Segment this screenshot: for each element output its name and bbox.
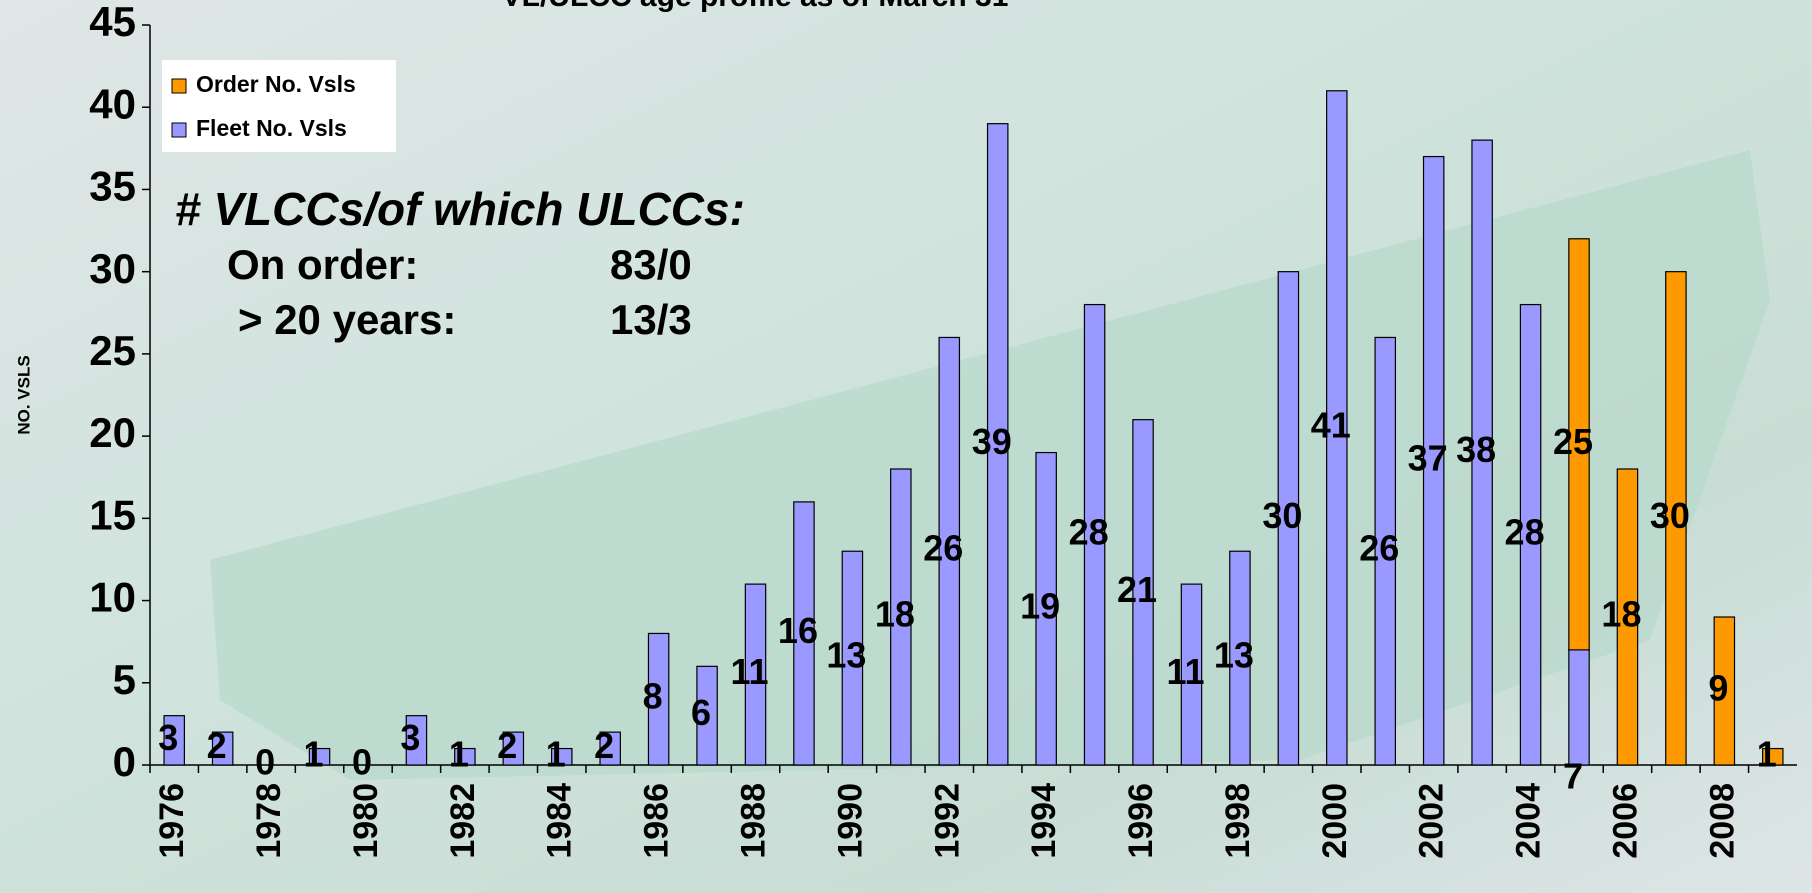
data-label: 28 — [1069, 511, 1109, 552]
legend-label: Fleet No. Vsls — [196, 115, 347, 141]
y-tick-label: 40 — [89, 80, 136, 127]
data-label: 13 — [1214, 635, 1254, 676]
x-tick-label: 2002 — [1413, 783, 1451, 859]
x-tick-label: 1988 — [734, 783, 772, 859]
data-label: 6 — [691, 692, 711, 733]
x-tick-label: 1978 — [250, 783, 288, 859]
data-label: 21 — [1117, 569, 1157, 610]
x-tick-label: 1976 — [153, 783, 191, 859]
y-tick-label: 15 — [89, 491, 136, 538]
data-label: 11 — [730, 651, 768, 692]
data-label: 3 — [158, 717, 178, 758]
x-tick-label: 1992 — [928, 783, 966, 859]
data-label: 16 — [778, 610, 818, 651]
x-tick-label: 1982 — [444, 783, 482, 859]
data-label: 1 — [1757, 733, 1777, 774]
data-label: 0 — [352, 742, 372, 783]
data-label: 2 — [207, 725, 227, 766]
x-tick-label: 1980 — [347, 783, 385, 859]
y-tick-label: 10 — [89, 574, 136, 621]
data-label: 37 — [1408, 437, 1448, 478]
data-label: 9 — [1708, 668, 1728, 709]
y-axis-label: NO. VSLS — [14, 355, 33, 434]
x-tick-label: 1984 — [541, 783, 579, 859]
annotation: 83/0 — [610, 241, 692, 288]
x-tick-label: 1990 — [831, 783, 869, 859]
x-tick-label: 1998 — [1219, 783, 1257, 859]
data-label: 0 — [255, 742, 275, 783]
data-label: 8 — [643, 676, 663, 717]
data-label: 39 — [972, 421, 1012, 462]
data-label: 41 — [1311, 404, 1351, 445]
data-label: 7 — [1563, 756, 1583, 797]
x-tick-label: 1996 — [1122, 783, 1160, 859]
data-label: 26 — [1359, 528, 1399, 569]
legend-swatch — [172, 123, 186, 137]
data-label: 2 — [594, 725, 614, 766]
annotation: # VLCCs/of which ULCCs: — [175, 183, 745, 235]
legend-swatch — [172, 79, 186, 93]
y-tick-label: 20 — [89, 409, 136, 456]
annotation: > 20 years: — [238, 296, 456, 343]
x-tick-label: 1986 — [638, 783, 676, 859]
annotation: 13/3 — [610, 296, 692, 343]
x-tick-label: 2004 — [1510, 783, 1548, 859]
annotation: On order: — [227, 241, 418, 288]
data-label: 19 — [1020, 585, 1060, 626]
y-tick-label: 0 — [113, 738, 136, 785]
data-label: 30 — [1262, 495, 1302, 536]
y-tick-label: 25 — [89, 327, 136, 374]
data-label: 18 — [875, 594, 915, 635]
data-label: 3 — [400, 717, 420, 758]
data-label: 11 — [1166, 651, 1204, 692]
y-tick-label: 5 — [113, 656, 136, 703]
data-label: 18 — [1601, 594, 1641, 635]
chart-title: VL/ULCC age profile as of March 31 — [502, 0, 1009, 13]
chart: VL/ULCC age profile as of March 31 NO. V… — [0, 0, 1812, 893]
data-label: 1 — [304, 733, 324, 774]
x-tick-label: 1994 — [1025, 783, 1063, 859]
data-label: 1 — [449, 733, 469, 774]
data-label: 1 — [546, 733, 566, 774]
bar — [1569, 650, 1589, 765]
x-tick-label: 2006 — [1606, 783, 1644, 859]
data-label: 28 — [1505, 511, 1545, 552]
y-tick-label: 35 — [89, 163, 136, 210]
data-label: 26 — [923, 528, 963, 569]
data-label: 25 — [1553, 421, 1593, 462]
data-label: 38 — [1456, 429, 1496, 470]
x-tick-label: 2008 — [1703, 783, 1741, 859]
y-tick-label: 45 — [89, 0, 136, 45]
data-label: 2 — [497, 725, 517, 766]
data-label: 30 — [1650, 495, 1690, 536]
y-tick-label: 30 — [89, 245, 136, 292]
x-tick-label: 2000 — [1316, 783, 1354, 859]
legend-label: Order No. Vsls — [196, 71, 356, 97]
data-label: 13 — [826, 635, 866, 676]
